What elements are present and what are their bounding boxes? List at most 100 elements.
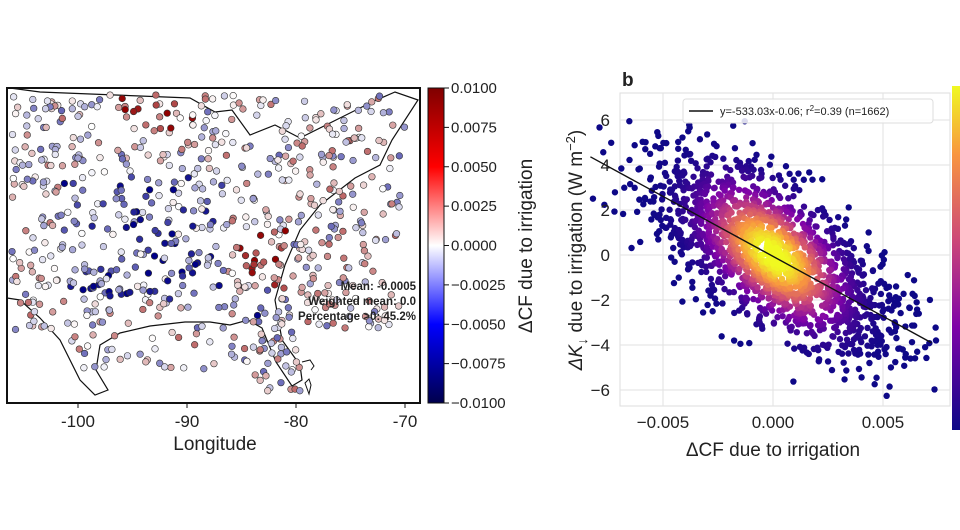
scatter-point [721, 249, 729, 257]
scatter-point [850, 346, 858, 354]
map-station-point [281, 135, 289, 143]
map-station-point [369, 267, 377, 275]
scatter-point [777, 176, 784, 183]
map-station-point [68, 105, 76, 113]
scatter-y-tick-label: 6 [601, 111, 610, 130]
map-station-point [126, 288, 134, 296]
map-station-point [281, 227, 289, 235]
map-station-point [168, 230, 176, 238]
map-station-point [80, 295, 88, 303]
scatter-point [675, 145, 682, 152]
scatter-point [883, 392, 890, 400]
scatter-point [600, 149, 607, 156]
scatter-point [829, 242, 837, 249]
map-station-point [122, 223, 130, 232]
map-station-point [232, 243, 241, 252]
scatter-point [795, 170, 802, 177]
map-station-point [289, 272, 297, 280]
scatter-point [670, 244, 677, 252]
map-station-point [319, 158, 327, 166]
map-station-point [121, 106, 129, 114]
map-station-point [98, 318, 107, 326]
scatter-point [892, 293, 900, 301]
scatter-point [796, 186, 803, 194]
scatter-point [671, 183, 679, 190]
map-station-point [204, 254, 212, 262]
scatter-point [626, 156, 633, 164]
map-station-point [324, 281, 332, 290]
map-station-point [205, 164, 213, 173]
scatter-point [666, 206, 673, 213]
map-station-point [99, 242, 108, 251]
map-x-tick-label: -80 [284, 412, 309, 431]
map-station-point [284, 304, 292, 312]
scatter-point [841, 222, 849, 229]
map-station-point [190, 140, 199, 149]
scatter-point [738, 167, 746, 174]
scatter-point [601, 201, 608, 208]
map-station-point [96, 293, 104, 301]
map-station-point [155, 179, 163, 187]
map-station-point [277, 343, 286, 351]
map-station-point [385, 320, 393, 329]
map-station-point [159, 150, 167, 159]
scatter-point [819, 341, 827, 349]
map-station-point [261, 309, 269, 317]
map-station-point [100, 363, 108, 371]
map-station-point [342, 288, 350, 297]
map-station-point [210, 360, 218, 368]
map-station-point [42, 123, 50, 132]
scatter-point [819, 176, 826, 183]
scatter-point [729, 197, 737, 205]
map-station-point [292, 167, 300, 175]
map-station-point [253, 311, 262, 320]
scatter-point [707, 275, 715, 283]
scatter-point [901, 362, 908, 369]
map-station-point [204, 146, 213, 155]
map-frame [6, 87, 421, 404]
scatter-point [696, 136, 704, 143]
map-station-point [123, 271, 131, 279]
map-station-point [258, 337, 266, 345]
map-station-point [24, 298, 32, 307]
map-station-point [229, 251, 237, 259]
map-station-point [317, 110, 325, 118]
map-station-point [150, 252, 159, 260]
map-station-point [57, 107, 66, 115]
map-station-point [27, 261, 35, 269]
map-station-point [297, 240, 305, 249]
scatter-point [807, 229, 814, 237]
map-station-point [197, 102, 205, 110]
map-station-point [76, 135, 85, 143]
scatter-point [718, 279, 725, 286]
map-station-point [34, 115, 42, 123]
scatter-point [892, 283, 900, 290]
scatter-point [807, 210, 815, 218]
scatter-point [893, 334, 900, 342]
map-station-point [30, 246, 39, 254]
map-station-point [130, 124, 138, 133]
map-station-point [380, 316, 389, 324]
scatter-x-tick-label: −0.005 [637, 413, 689, 432]
map-station-point [12, 165, 20, 174]
map-station-point [40, 322, 48, 330]
map-station-point [395, 203, 403, 211]
map-station-point [34, 282, 43, 290]
map-station-point [296, 153, 304, 161]
map-station-point [223, 220, 231, 229]
map-station-point [229, 92, 237, 100]
scatter-panel: b y=-533.03x-0.06; r2=0.39 (n=1662) −0.0… [563, 70, 960, 461]
scatter-point [790, 185, 797, 192]
map-station-point [228, 310, 236, 318]
legend: y=-533.03x-0.06; r2=0.39 (n=1662) [682, 98, 934, 124]
scatter-point [731, 144, 739, 152]
colorbar-tick-label: 0.0025 [451, 198, 497, 215]
map-station-point [274, 355, 282, 363]
scatter-point [626, 118, 633, 125]
map-station-point [122, 113, 131, 121]
map-station-point [93, 103, 101, 111]
map-station-point [30, 317, 38, 325]
map-station-point [118, 255, 126, 263]
map-station-point [251, 218, 259, 226]
map-station-point [266, 154, 274, 163]
